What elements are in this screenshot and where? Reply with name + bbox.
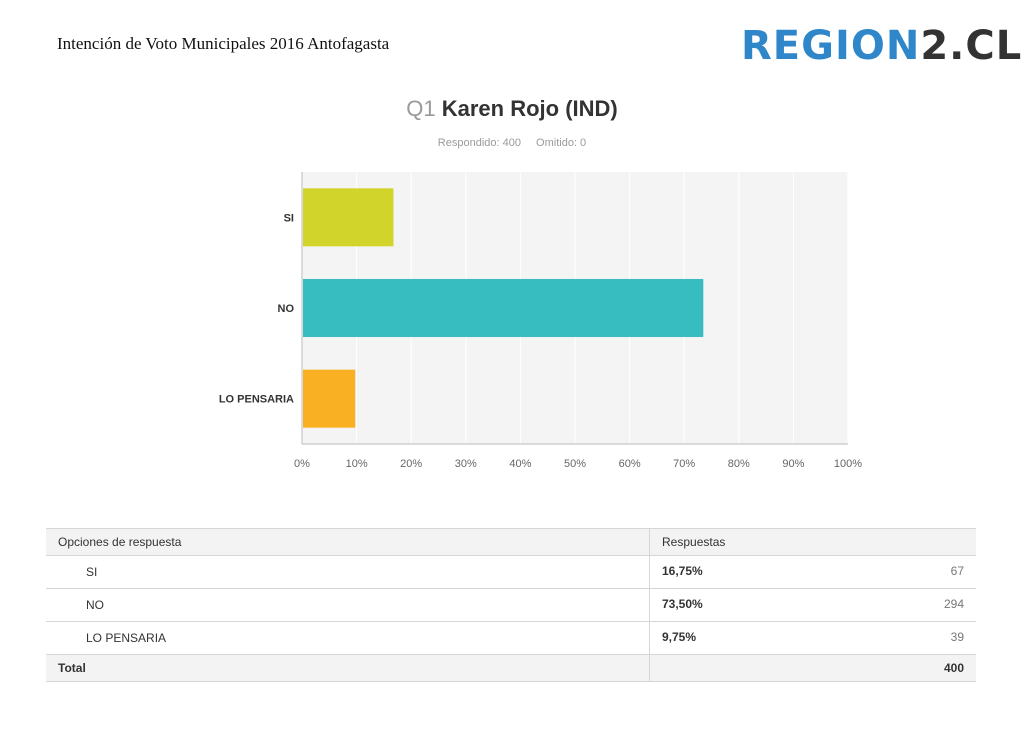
category-label: SI <box>284 212 294 224</box>
x-tick-label: 100% <box>834 458 862 470</box>
header-options: Opciones de respuesta <box>46 528 650 556</box>
response-percent: 9,75% <box>662 630 697 644</box>
x-tick-label: 60% <box>619 458 641 470</box>
table-row: NO 73,50% 294 <box>46 588 976 622</box>
region2-logo: REGION2.CL <box>741 24 1022 68</box>
table-total-row: Total 400 <box>46 654 976 682</box>
bar-no <box>303 278 704 338</box>
question-number: Q1 <box>406 96 436 121</box>
option-label: SI <box>46 555 650 589</box>
table-row: SI 16,75% 67 <box>46 555 976 589</box>
table-header-row: Opciones de respuesta Respuestas <box>46 528 976 556</box>
response-cell: 16,75% 67 <box>649 555 976 589</box>
option-label: NO <box>46 588 650 622</box>
x-tick-label: 0% <box>294 458 310 470</box>
skipped-count: Omitido: 0 <box>536 137 587 149</box>
x-tick-label: 10% <box>346 458 368 470</box>
answered-count: Respondido: 400 <box>437 137 521 149</box>
results-table: Opciones de respuesta Respuestas SI 16,7… <box>46 528 976 682</box>
response-percent: 73,50% <box>662 597 703 611</box>
total-label: Total <box>46 654 650 682</box>
bars <box>303 188 704 428</box>
category-label: LO PENSARIA <box>219 394 294 406</box>
bar-chart: SI NO LO PENSARIA 0% 10% 20% 30% 40% 50% 60% 70% 8… <box>219 172 862 470</box>
response-count: 39 <box>950 630 964 644</box>
response-count: 67 <box>950 564 964 578</box>
x-tick-label: 70% <box>673 458 695 470</box>
x-tick-label: 80% <box>728 458 750 470</box>
question-text: Karen Rojo (IND) <box>441 96 618 121</box>
x-tick-label: 50% <box>564 458 586 470</box>
response-stats: Respondido: 400 Omitido: 0 <box>0 137 1024 149</box>
question-title: Q1 Karen Rojo (IND) <box>0 96 1024 122</box>
header-responses: Respuestas <box>649 528 976 556</box>
response-cell: 73,50% 294 <box>649 588 976 622</box>
total-value: 400 <box>943 661 964 675</box>
bar-lo-pensaria <box>303 369 356 428</box>
bar-si <box>303 188 394 247</box>
x-tick-label: 90% <box>782 458 804 470</box>
response-percent: 16,75% <box>662 564 703 578</box>
x-tick-label: 30% <box>455 458 477 470</box>
logo-text-suffix: 2.CL <box>920 23 1023 69</box>
x-tick-label: 20% <box>400 458 422 470</box>
option-label: LO PENSARIA <box>46 621 650 655</box>
x-tick-label: 40% <box>509 458 531 470</box>
total-cell: 400 <box>649 654 976 682</box>
tick-labels: 0% 10% 20% 30% 40% 50% 60% 70% 80% 90% 100% <box>294 458 862 470</box>
table-row: LO PENSARIA 9,75% 39 <box>46 621 976 655</box>
response-cell: 9,75% 39 <box>649 621 976 655</box>
document-title: Intención de Voto Municipales 2016 Antof… <box>57 34 390 53</box>
logo-text-region: REGION <box>741 23 921 69</box>
category-label: NO <box>278 303 295 315</box>
response-count: 294 <box>943 597 964 611</box>
category-labels: SI NO LO PENSARIA <box>219 212 295 405</box>
